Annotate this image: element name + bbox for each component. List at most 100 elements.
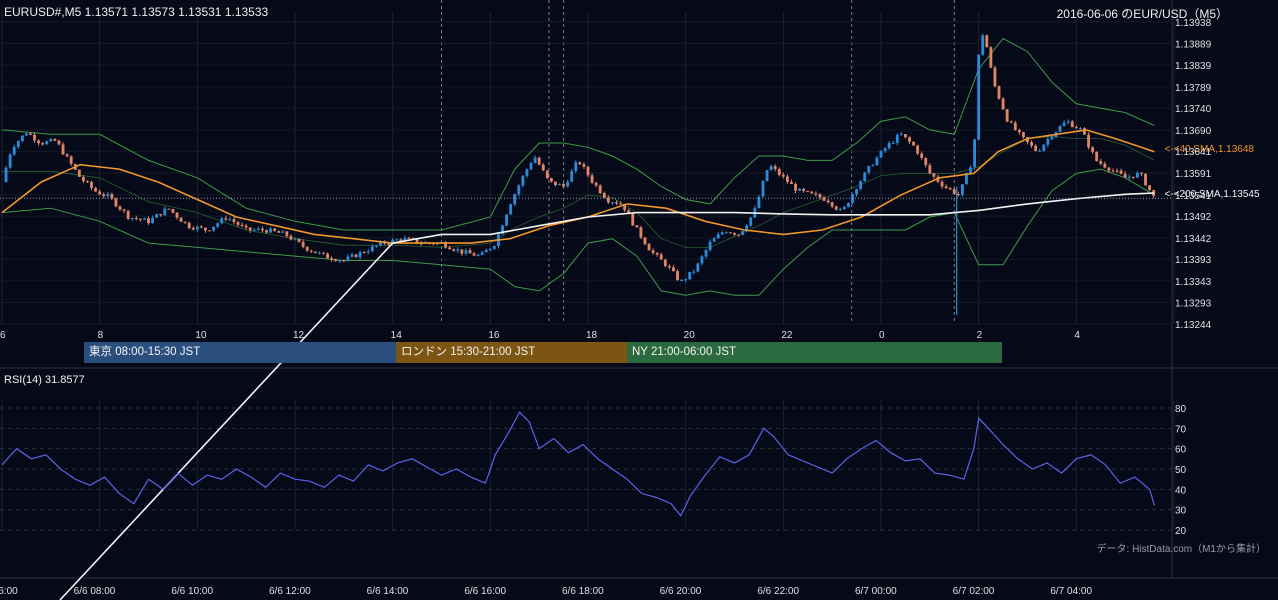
candle-body [151, 217, 154, 224]
candle-body [366, 251, 370, 253]
candle-body [1046, 139, 1050, 145]
candle-body [102, 194, 106, 197]
candle-body [920, 153, 924, 158]
candle-body [460, 249, 464, 254]
candle-body [147, 218, 150, 224]
candle-body [794, 183, 797, 191]
candle-body [513, 194, 517, 205]
candle-body [16, 141, 20, 147]
candle-body [818, 194, 822, 198]
candle-body [358, 252, 362, 258]
date-tick-label: 6/7 04:00 [1050, 586, 1092, 597]
candle-body [4, 167, 8, 183]
candle-body [228, 219, 232, 221]
candle-body [322, 252, 325, 254]
candle-body [981, 35, 985, 55]
candle-body [163, 208, 167, 216]
candle-body [313, 251, 317, 254]
candle-body [993, 67, 997, 87]
date-tick-label: 6/6 18:00 [562, 586, 604, 597]
bollinger-lower-line [1, 168, 1155, 296]
candle-body [346, 256, 350, 261]
candle-body [407, 237, 411, 239]
candle-body [1074, 127, 1078, 129]
candle-body [867, 165, 871, 173]
candle-body [118, 206, 122, 210]
candle-body [891, 142, 895, 144]
price-tick-label: 1.13641 [1175, 147, 1212, 158]
candle-body [281, 231, 285, 233]
candle-body [138, 218, 142, 220]
session-london-band: ロンドン 15:30-21:00 JST [396, 342, 627, 363]
candle-body [724, 232, 728, 234]
candle-body [90, 181, 93, 188]
candle-body [61, 144, 65, 155]
candle-body [354, 254, 358, 258]
candle-body [1127, 176, 1131, 178]
sma40-label: <-<40,SMA,1.13648 [1164, 144, 1254, 155]
candle-body [537, 157, 541, 165]
candle-body [265, 230, 268, 233]
candle-body [187, 222, 191, 229]
candle-body [1062, 122, 1066, 127]
candle-body [468, 250, 472, 254]
candle-body [533, 157, 537, 164]
candle-body [928, 165, 932, 174]
candle-body [586, 166, 590, 176]
time-tick-label: 14 [391, 330, 403, 341]
candle-body [362, 252, 366, 254]
date-tick-label: 6/6 20:00 [660, 586, 702, 597]
candle-body [997, 86, 1001, 99]
candle-body [590, 175, 594, 183]
candle-body [212, 226, 216, 231]
candle-body [24, 133, 28, 136]
price-tick-label: 1.13690 [1175, 126, 1212, 137]
candle-body [606, 197, 610, 203]
candle-body [509, 204, 513, 215]
candle-body [69, 156, 73, 164]
candle-body [195, 226, 199, 230]
rsi-tick-label: 50 [1175, 465, 1187, 476]
candle-body [643, 237, 647, 245]
candle-body [1009, 121, 1013, 123]
time-tick-label: 12 [293, 330, 305, 341]
candle-body [256, 228, 260, 230]
session-ny-band: NY 21:00-06:00 JST [627, 342, 1002, 363]
candle-body [708, 241, 712, 250]
candle-body [106, 194, 110, 197]
candle-body [960, 184, 964, 195]
candle-body [183, 221, 187, 223]
candle-body [472, 253, 476, 256]
candle-body [908, 137, 911, 142]
price-tick-label: 1.13492 [1175, 212, 1212, 223]
candle-body [289, 236, 293, 240]
price-tick-label: 1.13293 [1175, 299, 1212, 310]
candle-body [859, 181, 863, 190]
candle-body [602, 192, 606, 198]
candle-body [912, 141, 915, 146]
candle-body [216, 223, 220, 227]
rsi-panel [1, 411, 1156, 517]
candle-body [875, 157, 879, 166]
sma200-label: <-<200,SMA,1.13545 [1164, 189, 1260, 200]
candle-body [635, 225, 639, 228]
candle-body [948, 187, 952, 190]
candle-body [476, 254, 480, 256]
candle-body [615, 202, 618, 204]
candle-body [77, 169, 81, 177]
price-tick-label: 1.13938 [1175, 18, 1212, 29]
chart-date-title: 2016-06-06 のEUR/USD（M5） [1056, 7, 1228, 21]
rsi-tick-label: 80 [1175, 404, 1187, 415]
axes: 1.13938 1.13889 1.13839 1.13789 1.13740 1.136… [0, 18, 1212, 597]
candle-body [57, 140, 61, 145]
candle-body [232, 219, 236, 223]
candle-body [505, 214, 509, 226]
candle-body [45, 141, 49, 145]
bollinger-middle-line [2, 135, 1155, 248]
candle-body [130, 217, 134, 219]
candle-body [330, 258, 334, 260]
candle-body [781, 174, 785, 177]
candle-body [1034, 145, 1038, 152]
candle-body [1140, 172, 1143, 174]
candle-body [1001, 98, 1005, 110]
